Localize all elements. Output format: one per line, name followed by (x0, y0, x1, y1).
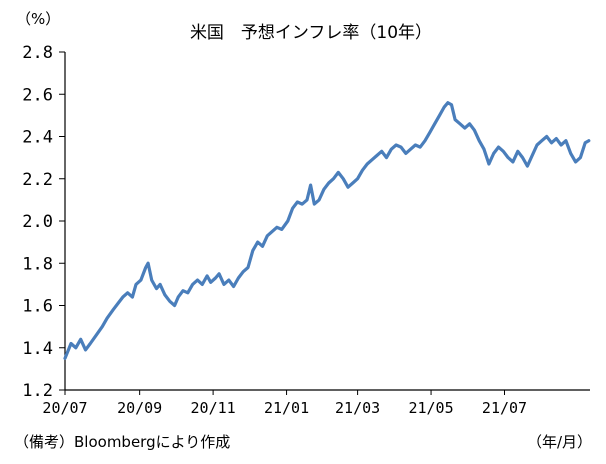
x-tick-label: 20/11 (191, 399, 236, 417)
y-tick-label: 2.0 (22, 212, 53, 232)
chart-title: 米国 予想インフレ率（10年） (190, 23, 432, 43)
y-tick-label: 2.8 (22, 43, 53, 63)
y-tick-label: 2.6 (22, 85, 53, 105)
y-unit-label: （%） (16, 10, 60, 28)
x-tick-label: 20/09 (117, 399, 162, 417)
source-note: （備考）Bloombergにより作成 (14, 433, 230, 451)
y-tick-label: 1.6 (22, 297, 53, 317)
x-axis-ticks: 20/07 20/09 20/11 21/01 21/03 21/05 21/07 (42, 390, 527, 417)
y-axis-ticks: 1.2 1.4 1.6 1.8 2.0 2.2 2.4 2.6 2.8 (22, 43, 65, 401)
y-tick-label: 2.4 (22, 128, 53, 148)
x-tick-label: 20/07 (42, 399, 87, 417)
plot-area (64, 52, 590, 391)
y-tick-label: 1.2 (22, 381, 53, 401)
y-tick-label: 2.2 (22, 170, 53, 190)
series-line (63, 101, 591, 360)
x-tick-label: 21/05 (408, 399, 453, 417)
y-tick-label: 1.4 (22, 339, 53, 359)
x-tick-label: 21/03 (335, 399, 380, 417)
series-group (63, 101, 591, 360)
y-tick-label: 1.8 (22, 254, 53, 274)
x-unit-label: （年/月） (527, 433, 592, 451)
x-tick-label: 21/07 (482, 399, 527, 417)
x-tick-label: 21/01 (264, 399, 309, 417)
